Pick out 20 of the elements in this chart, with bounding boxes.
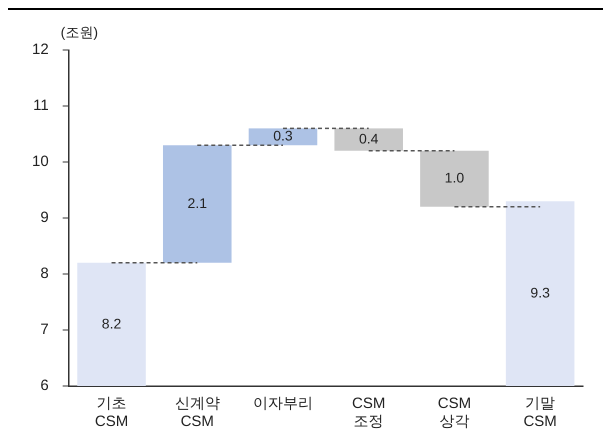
y-tick-label: 7: [40, 321, 49, 338]
y-axis-title: (조원): [60, 24, 98, 40]
data-label: 8.2: [102, 315, 122, 332]
x-tick-label: 기초 CSM: [94, 395, 128, 430]
x-tick-label: 기말 CSM: [523, 395, 557, 430]
x-tick-label: CSM 조정: [352, 395, 386, 430]
data-label: 0.4: [358, 130, 379, 146]
y-tick-label: 12: [32, 41, 49, 58]
data-label: 9.3: [530, 284, 550, 300]
y-tick-label: 11: [33, 97, 49, 114]
x-tick-label: 이자부리: [252, 395, 313, 412]
y-tick-label: 10: [32, 153, 49, 170]
y-tick-label: 8: [40, 265, 49, 282]
data-label: 0.3: [273, 128, 293, 144]
data-label: 1.0: [444, 170, 464, 186]
x-tick-label: CSM 상각: [438, 395, 472, 430]
y-tick-label: 6: [40, 377, 49, 394]
data-label: 2.1: [188, 194, 208, 211]
y-tick-label: 9: [40, 209, 49, 226]
x-tick-label: 신계약 CSM: [174, 395, 220, 430]
